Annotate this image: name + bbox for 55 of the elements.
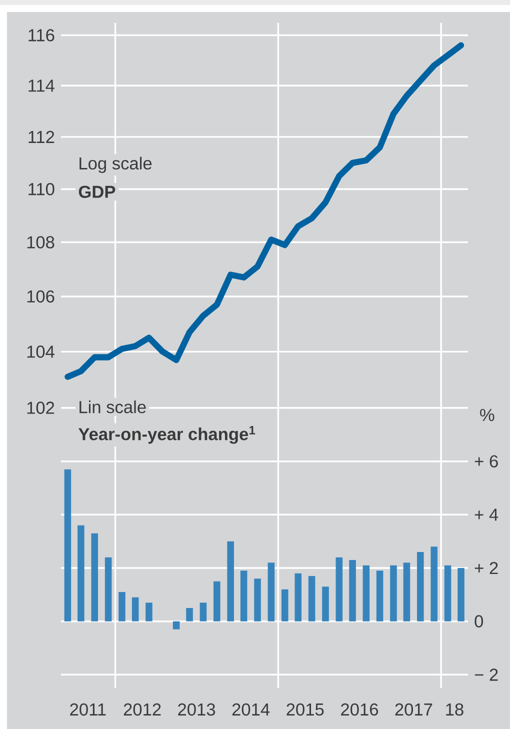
y-tick-label: 112 (28, 130, 54, 143)
bar (64, 469, 72, 622)
bar (294, 573, 302, 622)
x-tick-label: 2011 (70, 703, 106, 716)
bar (104, 557, 112, 622)
y-tick-label: 104 (27, 346, 54, 358)
text: Year-on-year change$^{1}$ (78, 426, 256, 444)
x-tick-label: 2017 (395, 703, 432, 716)
bar (390, 565, 397, 622)
bar (186, 608, 193, 622)
y-tick-label: 110 (28, 182, 54, 196)
chart-subtitle: Lin scale (80, 400, 146, 414)
bar (362, 565, 370, 622)
bar (336, 557, 343, 622)
bar (146, 602, 152, 622)
y-tick-label: 106 (27, 290, 54, 303)
bar (268, 562, 275, 622)
y-tick-label: + 6 (474, 455, 498, 468)
y-tick-label: 102 (27, 402, 54, 414)
bar (240, 570, 248, 622)
bar (254, 578, 261, 622)
x-tick-label: 2013 (178, 703, 216, 716)
y-axis-title: % (480, 408, 494, 422)
bar (417, 552, 424, 622)
text: Log scale (80, 156, 152, 173)
y-tick-label: 0 (474, 615, 484, 628)
x-tick-label: 2016 (341, 703, 378, 716)
x-tick-label: 2014 (232, 703, 270, 716)
bar (214, 581, 220, 622)
y-tick-label: 116 (28, 29, 54, 42)
y-tick-label: 108 (27, 236, 54, 248)
bar (118, 592, 126, 622)
y-tick-label: − 2 (474, 668, 498, 681)
bar (403, 562, 410, 622)
bar (91, 533, 98, 622)
bar (444, 565, 452, 622)
bar (308, 576, 316, 622)
bar (78, 525, 84, 622)
x-tick-label: 18 (446, 703, 464, 716)
bar (132, 597, 139, 622)
x-tick-label: 2015 (286, 703, 324, 716)
y-tick-label: + 4 (474, 508, 498, 521)
bar (349, 560, 356, 622)
bar (430, 546, 438, 622)
bar (281, 589, 288, 622)
bar (322, 586, 329, 622)
bar (458, 568, 464, 622)
bar (227, 541, 234, 622)
text: GDP (78, 186, 116, 198)
y-tick-label: + 2 (474, 562, 498, 574)
bar (376, 570, 384, 622)
bar (200, 602, 207, 622)
x-tick-label: 2012 (124, 703, 161, 716)
bar (172, 621, 180, 630)
y-tick-label: 114 (28, 80, 54, 92)
